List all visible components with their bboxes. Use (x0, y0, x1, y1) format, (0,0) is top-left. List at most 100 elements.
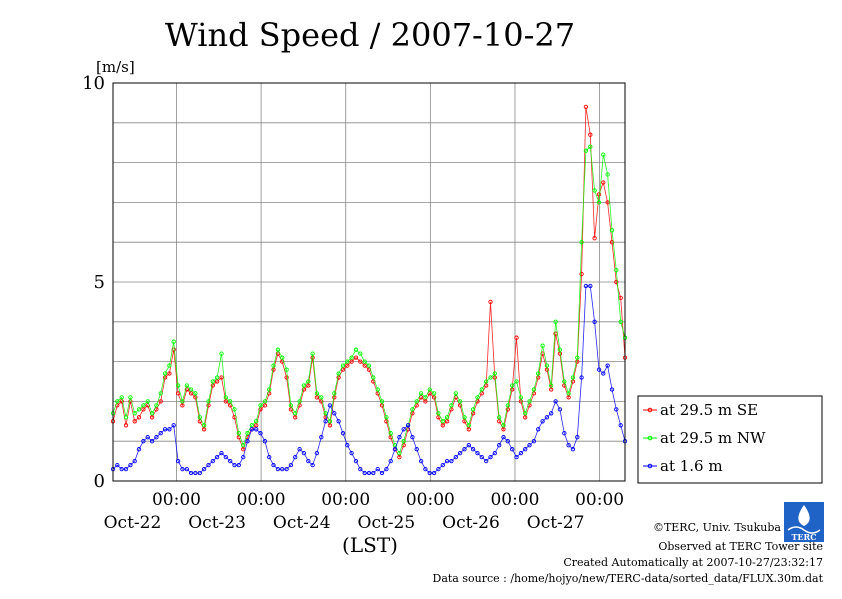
data-point (358, 466, 363, 472)
data-point (353, 355, 359, 360)
data-point (566, 391, 571, 396)
data-point (501, 435, 506, 440)
data-point (306, 383, 311, 388)
data-point (353, 458, 359, 464)
data-point (180, 403, 185, 408)
data-point (601, 152, 606, 157)
data-point (327, 423, 333, 428)
data-point (479, 387, 484, 392)
chart-title: Wind Speed / 2007-10-27 (165, 16, 575, 54)
data-point (596, 200, 602, 205)
data-point (466, 427, 471, 432)
data-point (201, 427, 207, 432)
data-source-text: Data source : /home/hojyo/new/TERC-data/… (433, 572, 824, 585)
legend-label: at 29.5 m NW (660, 429, 766, 447)
data-point (527, 443, 532, 448)
data-point (510, 387, 515, 392)
data-point (575, 359, 580, 364)
data-point (423, 466, 428, 472)
data-point (132, 458, 137, 464)
x-tick-date-label: Oct-26 (442, 513, 500, 533)
x-tick-time-label: 00:00 (321, 490, 370, 510)
data-point (314, 450, 320, 456)
data-point (557, 347, 563, 352)
data-point (175, 391, 181, 396)
data-point (557, 407, 563, 412)
data-point (340, 363, 346, 368)
data-point (401, 427, 406, 432)
legend-box (637, 395, 823, 484)
data-point (579, 240, 584, 245)
data-point (280, 355, 285, 360)
y-tick-label: 0 (94, 471, 105, 492)
data-point (128, 399, 133, 404)
data-point (492, 450, 497, 456)
data-point (470, 411, 476, 416)
data-point (349, 355, 354, 360)
x-tick-date-label: Oct-23 (188, 513, 246, 533)
data-point (128, 462, 133, 468)
data-point (401, 439, 406, 444)
data-point (570, 447, 576, 452)
data-point (267, 387, 272, 392)
data-point (501, 423, 506, 428)
data-point (592, 319, 597, 324)
data-point (162, 427, 168, 432)
data-point (158, 391, 163, 396)
data-point (444, 458, 450, 464)
data-point (605, 200, 610, 205)
data-point (410, 435, 415, 440)
x-tick-date-label: Oct-24 (273, 513, 331, 533)
data-point (145, 399, 150, 404)
data-point (371, 470, 376, 476)
x-tick-time-label: 00:00 (237, 490, 286, 510)
data-point (440, 423, 445, 428)
data-point (397, 450, 402, 456)
data-point (492, 371, 497, 376)
y-tick-label: 10 (82, 73, 105, 94)
data-point (484, 383, 489, 388)
data-point (132, 419, 137, 424)
data-point (523, 447, 528, 452)
data-point (345, 359, 350, 364)
data-point (167, 427, 172, 432)
data-point (562, 431, 567, 436)
data-point (601, 180, 606, 185)
data-point (379, 399, 385, 404)
data-point (275, 466, 281, 472)
wave-icon (787, 526, 821, 534)
data-point (609, 240, 615, 245)
legend: at 29.5 m SE at 29.5 m NW at 1.6 m (637, 395, 823, 484)
data-point (167, 371, 172, 376)
data-point (197, 470, 202, 476)
data-point (427, 470, 432, 476)
data-point (332, 391, 337, 396)
data-point (518, 450, 524, 456)
data-point (301, 383, 307, 388)
x-tick-date-label: Oct-27 (527, 513, 585, 533)
data-point (193, 395, 198, 400)
data-point (431, 470, 437, 476)
series-group (110, 144, 628, 456)
data-point (158, 399, 163, 404)
data-point (466, 443, 471, 448)
data-point (488, 375, 493, 380)
data-point (379, 403, 385, 408)
data-point (514, 379, 519, 384)
data-point (414, 447, 419, 452)
data-point (592, 236, 597, 241)
data-point (306, 379, 311, 384)
series-line (112, 106, 626, 459)
data-point (175, 383, 181, 388)
data-point (605, 363, 610, 368)
data-point (505, 407, 510, 412)
series-line (112, 145, 626, 455)
data-point (219, 351, 224, 356)
data-point (457, 399, 463, 404)
data-point (583, 104, 589, 110)
data-point (214, 379, 220, 384)
data-point (362, 359, 367, 364)
series-layer (110, 104, 628, 476)
data-point (271, 367, 276, 372)
data-point (323, 419, 328, 424)
